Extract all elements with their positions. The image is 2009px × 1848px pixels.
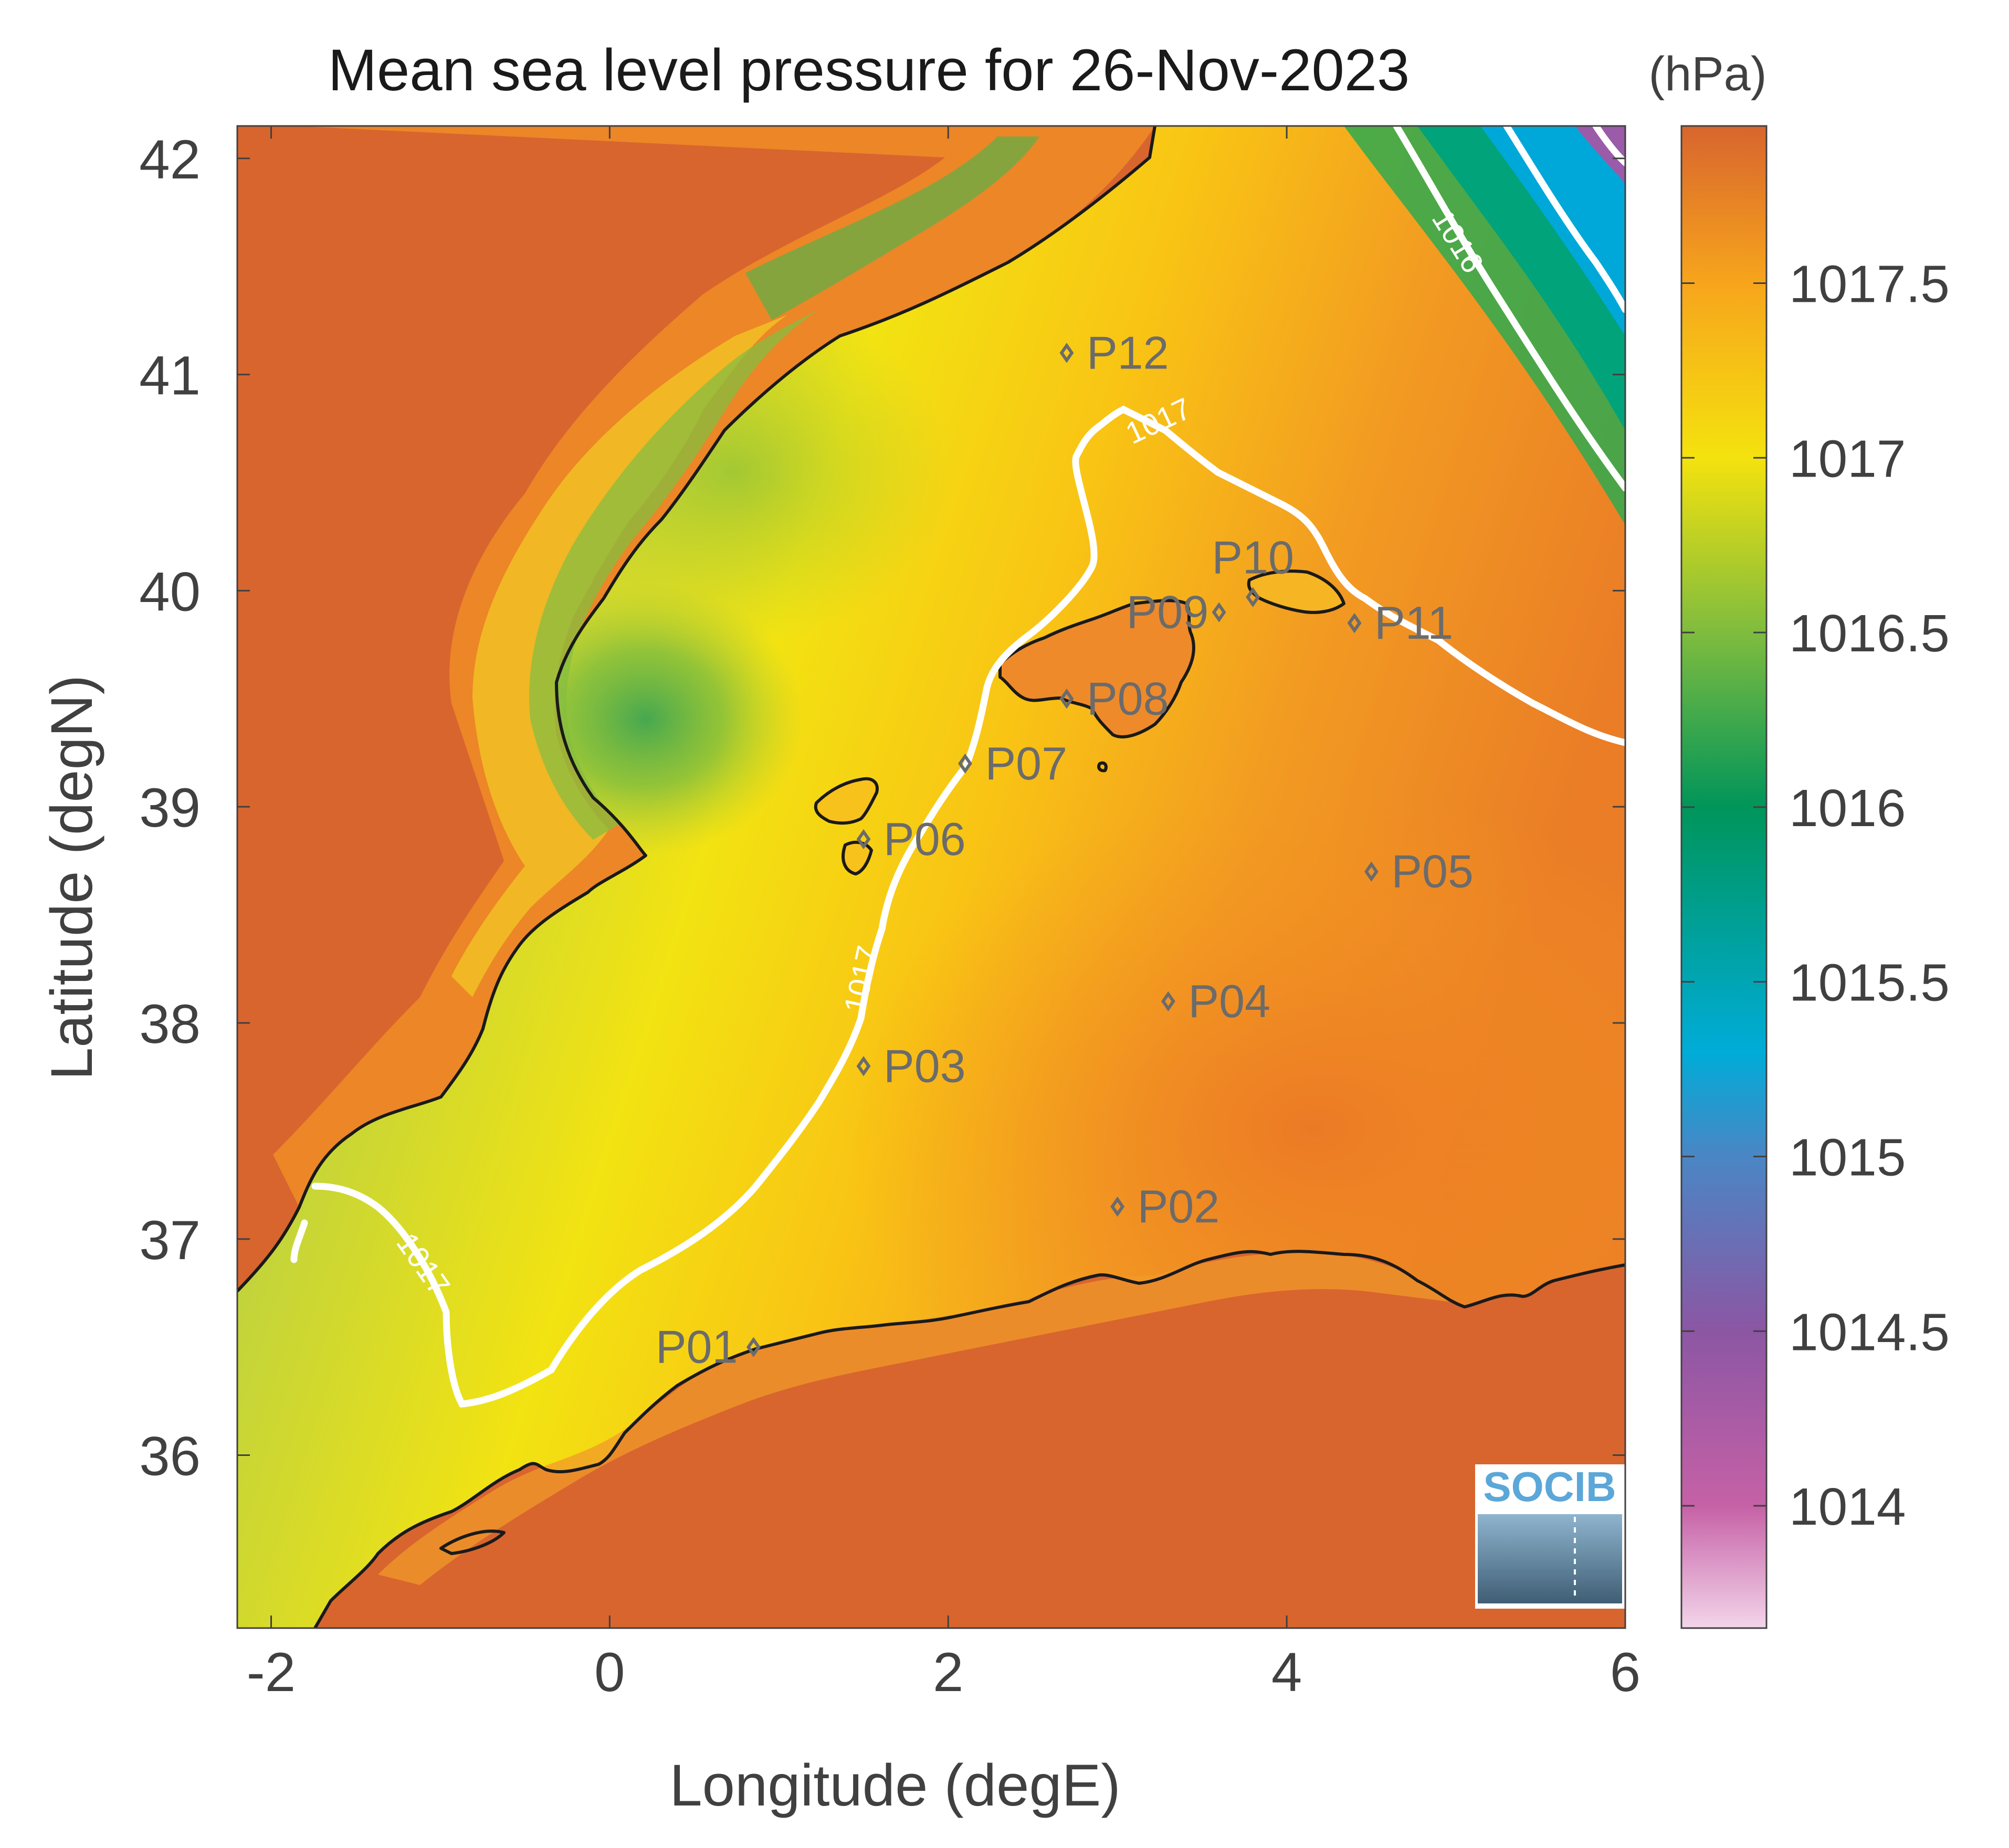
map-panel: 1016 1017 1017 1017 P01P02P03P04P05P06P0… [237,126,1625,1628]
station-marker-p12[interactable] [1059,343,1074,363]
y-tick-label: 37 [139,1210,201,1271]
colorbar-tick-label: 1015.5 [1789,954,1950,1012]
socib-logo: SOCIB [1475,1463,1625,1609]
colorbar-frame [1680,125,1768,1629]
iberia-coastal-band-green [529,310,819,840]
colorbar-tick-label: 1017 [1789,429,1906,488]
station-label-p11: P11 [1374,597,1453,649]
socib-logo-text: SOCIB [1483,1463,1616,1510]
station-marker-p02[interactable] [1110,1196,1125,1217]
cabrera-coastline [1097,761,1108,773]
x-tick-label: 4 [1271,1642,1302,1703]
station-marker-p10[interactable] [1246,587,1260,607]
ibiza-coastline [814,777,879,825]
y-axis-label: Latitude (degN) [39,675,104,1080]
station-label-p10: P10 [1212,532,1294,584]
iberia-coastal-band-yellow [451,315,787,997]
station-marker-p06[interactable] [856,829,871,850]
y-tick-label: 36 [139,1426,201,1487]
map-frame [236,125,1626,1629]
low-pressure-band-purple [1575,126,1625,184]
station-label-p07: P07 [985,737,1067,789]
ebro-delta-green [745,136,1039,320]
station-label-p03: P03 [883,1040,966,1092]
station-marker-p08[interactable] [1059,689,1074,709]
x-tick-label: -2 [247,1642,296,1703]
menorca-land [1248,571,1344,613]
iberia-coastline [237,126,1156,1293]
africa-coastline [313,1250,1625,1628]
isobar-1015 [1592,126,1625,166]
chart-title: Mean sea level pressure for 26-Nov-2023 [328,37,1410,103]
station-label-p08: P08 [1087,672,1169,724]
colorbar-tick-label: 1015 [1789,1128,1906,1187]
axis-ticks: -2 0 2 4 6 36 37 38 39 40 41 42 [139,126,1640,1703]
colorbar-tick-label: 1016 [1789,779,1906,838]
colorbar: (hPa) 1014 1014.5 1015 1015.5 1016 1016.5 1017… [1649,47,1950,1629]
north-africa-land [315,1251,1625,1628]
alboran-island-coastline [439,1529,506,1555]
socib-logo-wave [1478,1514,1622,1603]
station-marker-p03[interactable] [856,1056,871,1076]
mallorca-land [1000,600,1194,737]
station-marker-p07[interactable] [958,753,972,774]
y-tick-label: 40 [139,561,201,622]
station-marker-p09[interactable] [1212,602,1226,622]
colorbar-tick-label: 1017.5 [1789,255,1950,314]
station-label-p12: P12 [1087,326,1169,378]
colorbar-unit-label: (hPa) [1649,47,1767,101]
station-marker-p05[interactable] [1364,861,1379,882]
x-tick-label: 2 [933,1642,963,1703]
y-tick-label: 41 [139,345,201,407]
colorbar-tick-label: 1014.5 [1789,1303,1950,1361]
station-label-p09: P09 [1127,586,1209,638]
station-label-p06: P06 [883,813,966,865]
x-axis-label: Longitude (degE) [669,1752,1120,1818]
station-label-p02: P02 [1138,1180,1220,1232]
y-tick-label: 39 [139,777,201,839]
north-africa-coastal-band [378,1252,1449,1585]
low-pressure-band-blue [1480,126,1625,336]
x-tick-label: 0 [594,1642,625,1703]
isobar-contours [290,126,1625,1408]
colorbar-ticks: 1014 1014.5 1015 1015.5 1016 1016.5 1017 1017.5 [1681,255,1950,1536]
station-marker-p11[interactable] [1347,613,1362,633]
colorbar-tick-label: 1016.5 [1789,604,1950,663]
station-label-p01: P01 [656,1321,738,1373]
y-tick-label: 38 [139,994,201,1055]
ibiza-land [815,778,877,823]
isobar-1017-main [311,405,1625,1408]
x-tick-label: 6 [1610,1642,1640,1703]
station-label-p04: P04 [1188,975,1270,1027]
colorbar-ramp [1681,126,1766,1628]
station-label-p05: P05 [1391,846,1474,897]
y-tick-label: 42 [139,129,201,191]
isobar-1015.5 [1503,126,1625,313]
station-marker-p04[interactable] [1161,991,1175,1012]
station-marker-p01[interactable] [746,1337,761,1357]
menorca-coastline [1247,569,1345,614]
isobar-1016 [1393,126,1625,492]
colorbar-tick-label: 1014 [1789,1477,1906,1536]
isobar-1017-corner [290,1219,308,1263]
